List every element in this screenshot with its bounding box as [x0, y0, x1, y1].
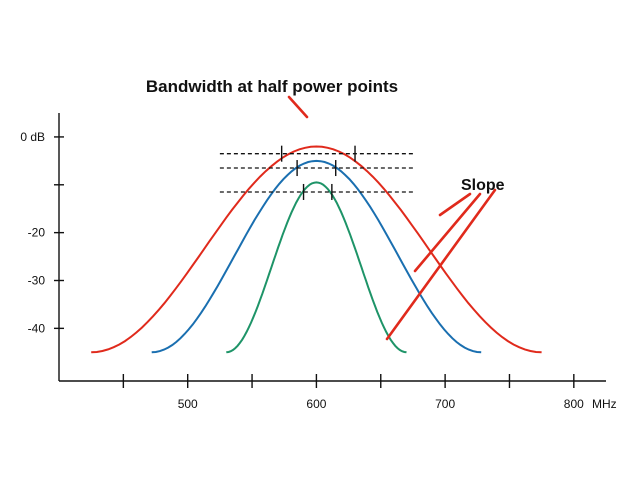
x-tick-label: 600: [306, 397, 326, 411]
y-tick-label: -20: [28, 226, 46, 240]
curve-wide: [91, 145, 542, 354]
slope-pointer-wide: [438, 192, 472, 217]
y-tick-label: 0 dB: [20, 130, 45, 144]
x-tick-label: 700: [435, 397, 455, 411]
x-tick-label: 500: [178, 397, 198, 411]
title-pointer: [287, 95, 309, 119]
diagram-title: Bandwidth at half power points: [146, 77, 398, 96]
x-axis-ticks: 500 600 700 800: [122, 374, 584, 411]
slope-pointer-medium: [413, 192, 482, 273]
slope-label: Slope: [461, 177, 505, 194]
curve-medium: [151, 159, 482, 354]
curve-narrow: [226, 181, 407, 354]
slope-pointers: [385, 188, 497, 341]
y-axis-ticks: 0 dB -20 -30 -40: [20, 130, 64, 335]
y-tick-label: -30: [28, 274, 46, 288]
x-tick-label: 800: [564, 397, 584, 411]
y-tick-label: -40: [28, 321, 46, 335]
slope-pointer-narrow: [385, 188, 497, 341]
x-unit-label: MHz: [592, 397, 617, 411]
half-power-lines: [219, 145, 413, 200]
axes: [58, 113, 606, 382]
response-curves: [91, 145, 542, 354]
